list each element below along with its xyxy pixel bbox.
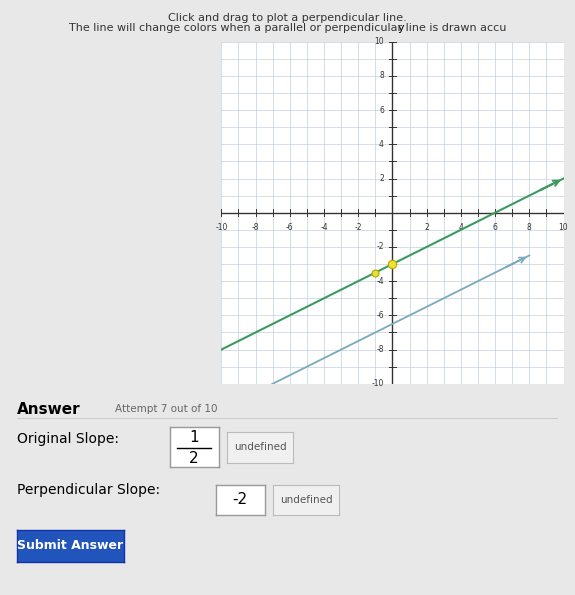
Text: Original Slope:: Original Slope:: [17, 433, 119, 446]
Text: 2: 2: [379, 174, 384, 183]
Text: -8: -8: [252, 223, 259, 232]
Text: Perpendicular Slope:: Perpendicular Slope:: [17, 483, 160, 497]
Text: Submit Answer: Submit Answer: [17, 540, 124, 552]
Text: Attempt 7 out of 10: Attempt 7 out of 10: [115, 405, 217, 414]
Text: -2: -2: [232, 492, 248, 508]
Text: y: y: [397, 23, 404, 33]
Text: -4: -4: [376, 277, 384, 286]
Text: 4: 4: [379, 140, 384, 149]
Text: 2: 2: [189, 450, 199, 466]
Text: 6: 6: [379, 105, 384, 115]
Text: 2: 2: [424, 223, 429, 232]
Text: -8: -8: [377, 345, 384, 354]
Text: -2: -2: [377, 242, 384, 252]
Text: 8: 8: [527, 223, 532, 232]
Text: The line will change colors when a parallel or perpendicular line is drawn accu: The line will change colors when a paral…: [69, 23, 506, 33]
Text: -2: -2: [354, 223, 362, 232]
Text: -10: -10: [215, 223, 228, 232]
Text: 1: 1: [189, 430, 199, 446]
Text: -6: -6: [286, 223, 294, 232]
Text: undefined: undefined: [280, 495, 332, 505]
Text: 10: 10: [559, 223, 568, 232]
Text: -4: -4: [320, 223, 328, 232]
Text: 4: 4: [458, 223, 463, 232]
Text: 6: 6: [493, 223, 497, 232]
Text: -10: -10: [371, 379, 384, 389]
Text: undefined: undefined: [234, 443, 286, 452]
Text: Click and drag to plot a perpendicular line.: Click and drag to plot a perpendicular l…: [168, 13, 407, 23]
Text: -6: -6: [376, 311, 384, 320]
Text: 10: 10: [374, 37, 384, 46]
Text: Answer: Answer: [17, 402, 81, 416]
Text: 8: 8: [379, 71, 384, 80]
